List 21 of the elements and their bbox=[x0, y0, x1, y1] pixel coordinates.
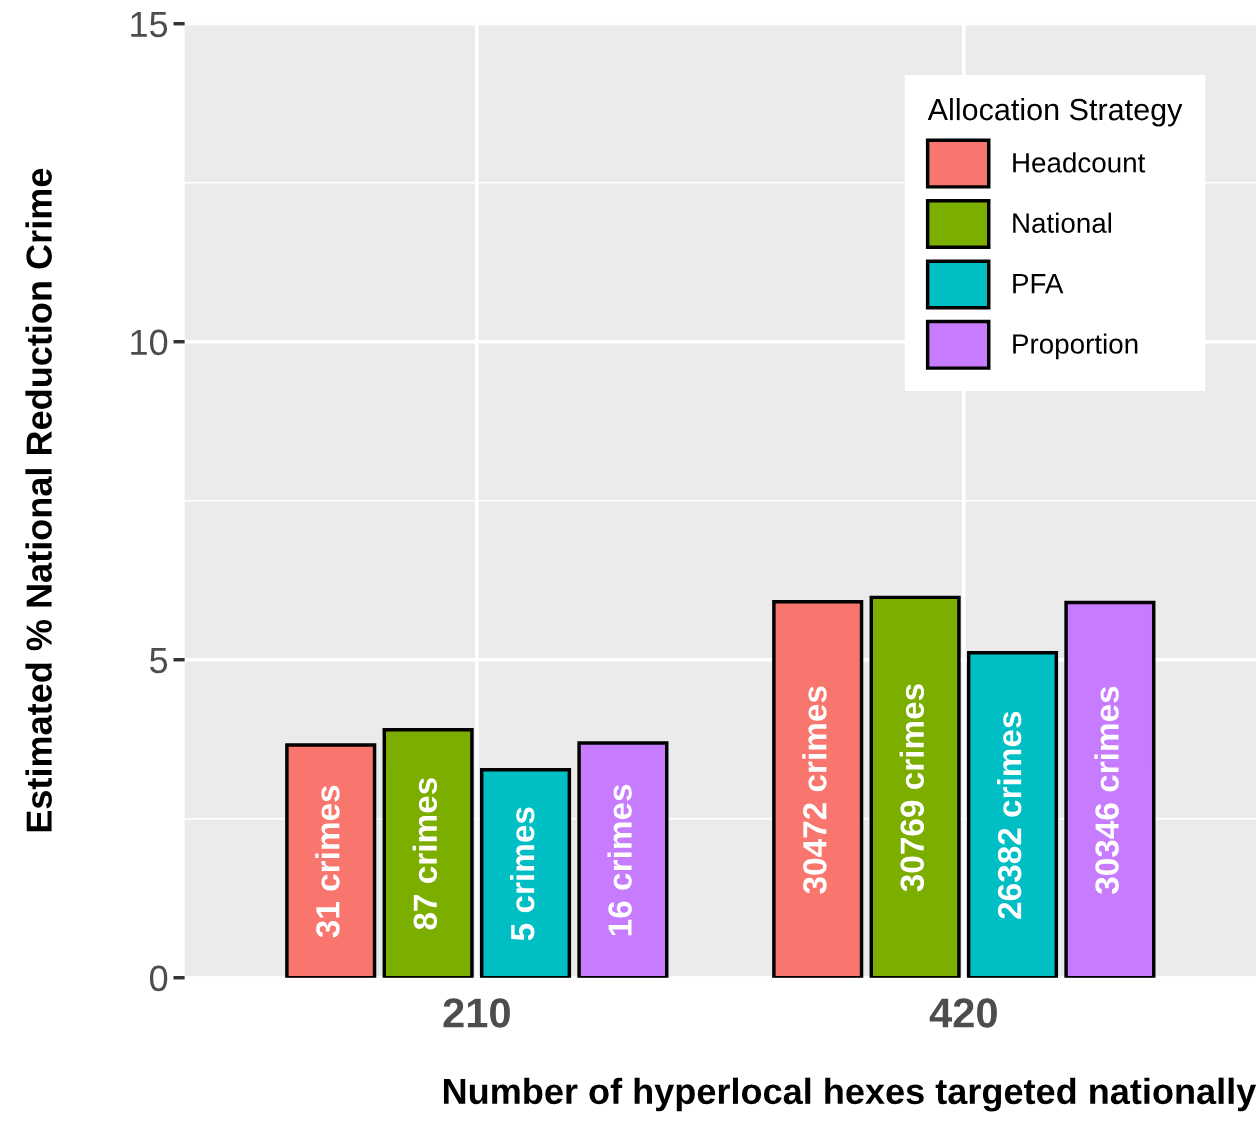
annotation: 16 crimes bbox=[607, 784, 632, 936]
annotation: 87 crimes bbox=[412, 778, 438, 930]
legend-label: PFA bbox=[1013, 274, 1064, 294]
x-tick-label: 210 bbox=[443, 998, 510, 1028]
legend-title: Allocation Strategy bbox=[927, 97, 1183, 127]
annotation: 31 crimes bbox=[315, 785, 340, 938]
y-tick-label: 10 bbox=[131, 329, 168, 356]
annotation: 30346 crimes bbox=[1094, 686, 1119, 895]
y-axis-title: Estimated % National Reduction Crime bbox=[25, 168, 52, 832]
legend-label: National bbox=[1013, 212, 1112, 233]
x-axis-title: Number of hyperlocal hexes targeted nationally bbox=[443, 1077, 1256, 1112]
legend-label: Headcount bbox=[1013, 152, 1146, 173]
annotation: 30769 crimes bbox=[899, 684, 925, 892]
legend-label: Proportion bbox=[1013, 333, 1138, 360]
annotation: 30472 crimes bbox=[802, 686, 827, 894]
annotation: 5 crimes bbox=[509, 807, 535, 941]
annotation: 26382 crimes bbox=[996, 711, 1022, 919]
y-tick-label: 0 bbox=[149, 965, 168, 992]
y-tick-label: 15 bbox=[131, 11, 168, 38]
x-tick-label: 420 bbox=[929, 998, 997, 1028]
y-tick-label: 5 bbox=[150, 647, 168, 674]
